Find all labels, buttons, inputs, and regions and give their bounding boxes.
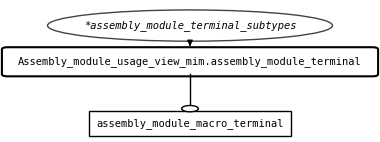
- Ellipse shape: [48, 10, 332, 41]
- Text: Assembly_module_usage_view_mim.assembly_module_terminal: Assembly_module_usage_view_mim.assembly_…: [18, 56, 362, 67]
- Circle shape: [182, 106, 198, 112]
- Text: *assembly_module_terminal_subtypes: *assembly_module_terminal_subtypes: [84, 20, 296, 31]
- FancyBboxPatch shape: [2, 47, 378, 76]
- Bar: [89, 111, 291, 136]
- Text: assembly_module_macro_terminal: assembly_module_macro_terminal: [96, 118, 284, 129]
